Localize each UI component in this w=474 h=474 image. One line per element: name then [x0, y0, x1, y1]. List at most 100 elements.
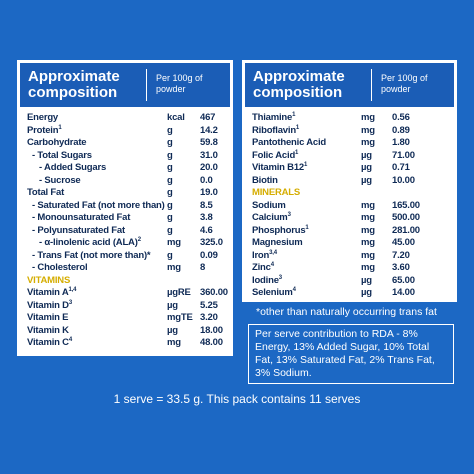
- nutrient-name: Calcium3: [252, 212, 291, 224]
- nutrient-name: - Polyunsaturated Fat: [32, 225, 125, 237]
- name-text: Vitamin C: [27, 337, 69, 348]
- nutrient-name: Vitamin D3: [27, 299, 72, 312]
- serve-info: 1 serve = 33.5 g. This pack contains 11 …: [113, 392, 361, 406]
- unit: g: [167, 174, 173, 186]
- superscript: 1: [295, 149, 299, 156]
- value: 165.00: [392, 199, 420, 211]
- unit: µg: [361, 149, 372, 161]
- name-text: Total Fat: [27, 187, 65, 198]
- nutrient-name: Vitamin E: [27, 312, 69, 324]
- header-per: Per 100g of powder: [156, 73, 203, 94]
- nutrient-name: Energy: [27, 112, 58, 124]
- name-text: Iodine: [252, 274, 279, 286]
- value: 3.8: [200, 212, 213, 223]
- separator: [371, 69, 372, 101]
- unit: g: [167, 212, 173, 223]
- value: 20.0: [200, 162, 218, 173]
- nutrient-name: Magnesium: [252, 237, 303, 249]
- superscript: 1: [295, 124, 300, 131]
- name-text: Pantothenic Acid: [252, 137, 327, 148]
- value: 31.0: [200, 149, 218, 161]
- right-panel: Approximate composition Per 100g of powd…: [242, 60, 457, 302]
- value: 0.89: [392, 124, 410, 136]
- superscript: 1: [305, 224, 309, 231]
- value: 14.2: [200, 124, 218, 136]
- separator: [146, 69, 147, 101]
- unit: mg: [167, 237, 181, 248]
- superscript: 4: [270, 261, 274, 268]
- value: 5.25: [200, 299, 218, 311]
- name-text: Magnesium: [252, 237, 303, 248]
- left-header: Approximate composition Per 100g of powd…: [20, 63, 230, 107]
- nutrient-name: - α-linolenic acid (ALA)2: [39, 237, 141, 249]
- nutrient-name: - Added Sugars: [39, 162, 106, 174]
- nutrient-name: Iodine3: [252, 274, 282, 287]
- unit: mg: [361, 224, 375, 236]
- footnote: *other than naturally occurring trans fa…: [256, 306, 437, 318]
- name-text: Vitamin E: [27, 312, 69, 323]
- nutrient-name: Thiamine1: [252, 112, 295, 124]
- name-text: Biotin: [252, 174, 278, 186]
- unit: mg: [167, 262, 181, 273]
- name-text: Calcium: [252, 212, 288, 223]
- unit: mg: [361, 237, 375, 248]
- name-text: - Total Sugars: [32, 149, 92, 161]
- name-text: - Sucrose: [39, 174, 81, 186]
- unit: g: [167, 224, 173, 236]
- name-text: Thiamine: [252, 112, 293, 123]
- value: 360.00: [200, 287, 228, 298]
- unit: µg: [167, 324, 178, 336]
- unit: g: [167, 249, 173, 261]
- unit: g: [167, 124, 173, 136]
- nutrient-name: Sodium: [252, 200, 286, 212]
- value: 18.00: [200, 324, 223, 336]
- name-text: - α-linolenic acid (ALA): [39, 237, 138, 248]
- superscript: 3,4: [269, 249, 277, 256]
- name-text: - Added Sugars: [39, 162, 107, 173]
- unit: mg: [361, 199, 375, 211]
- value: 8: [200, 262, 206, 273]
- unit: mg: [361, 262, 375, 273]
- superscript: 1: [292, 111, 296, 118]
- unit: kcal: [167, 112, 185, 123]
- value: 10.00: [392, 174, 415, 186]
- nutrient-name: Selenium4: [252, 287, 296, 299]
- nutrient-name: Total Fat: [27, 187, 64, 199]
- nutrient-name: - Total Sugars: [32, 150, 92, 162]
- name-text: - Trans Fat (not more than)*: [32, 249, 151, 261]
- unit: mg: [167, 337, 181, 348]
- unit: µg: [361, 162, 372, 173]
- name-text: - Cholesterol: [32, 262, 88, 273]
- name-text: - Monounsaturated Fat: [32, 212, 131, 223]
- name-text: Sodium: [252, 199, 286, 211]
- value: 3.60: [392, 262, 410, 273]
- unit: g: [167, 187, 173, 198]
- nutrient-name: Folic Acid1: [252, 149, 299, 162]
- unit: mg: [361, 112, 375, 123]
- nutrient-name: Vitamin A1,4: [27, 287, 76, 299]
- nutrient-name: Pantothenic Acid: [252, 137, 326, 149]
- value: 467: [200, 112, 216, 123]
- superscript: 3: [278, 274, 282, 281]
- unit: µg: [167, 299, 178, 311]
- nutrient-name: - Monounsaturated Fat: [32, 212, 130, 224]
- value: 14.00: [392, 287, 415, 298]
- left-panel: Approximate composition Per 100g of powd…: [17, 60, 233, 356]
- name-text: Protein: [27, 124, 59, 136]
- value: 1.80: [392, 137, 410, 148]
- nutrient-name: - Saturated Fat (not more than): [32, 200, 165, 212]
- name-text: Energy: [27, 112, 59, 123]
- value: 281.00: [392, 224, 420, 236]
- value: 0.56: [392, 112, 410, 123]
- nutrient-name: Vitamin B121: [252, 162, 307, 174]
- unit: mgTE: [167, 312, 193, 323]
- unit: g: [167, 162, 173, 173]
- superscript: 1: [58, 124, 62, 131]
- value: 0.0: [200, 174, 213, 186]
- unit: µg: [361, 287, 372, 298]
- value: 71.00: [392, 149, 415, 161]
- unit: mg: [361, 249, 375, 261]
- superscript: 3: [68, 299, 72, 306]
- unit: g: [167, 149, 173, 161]
